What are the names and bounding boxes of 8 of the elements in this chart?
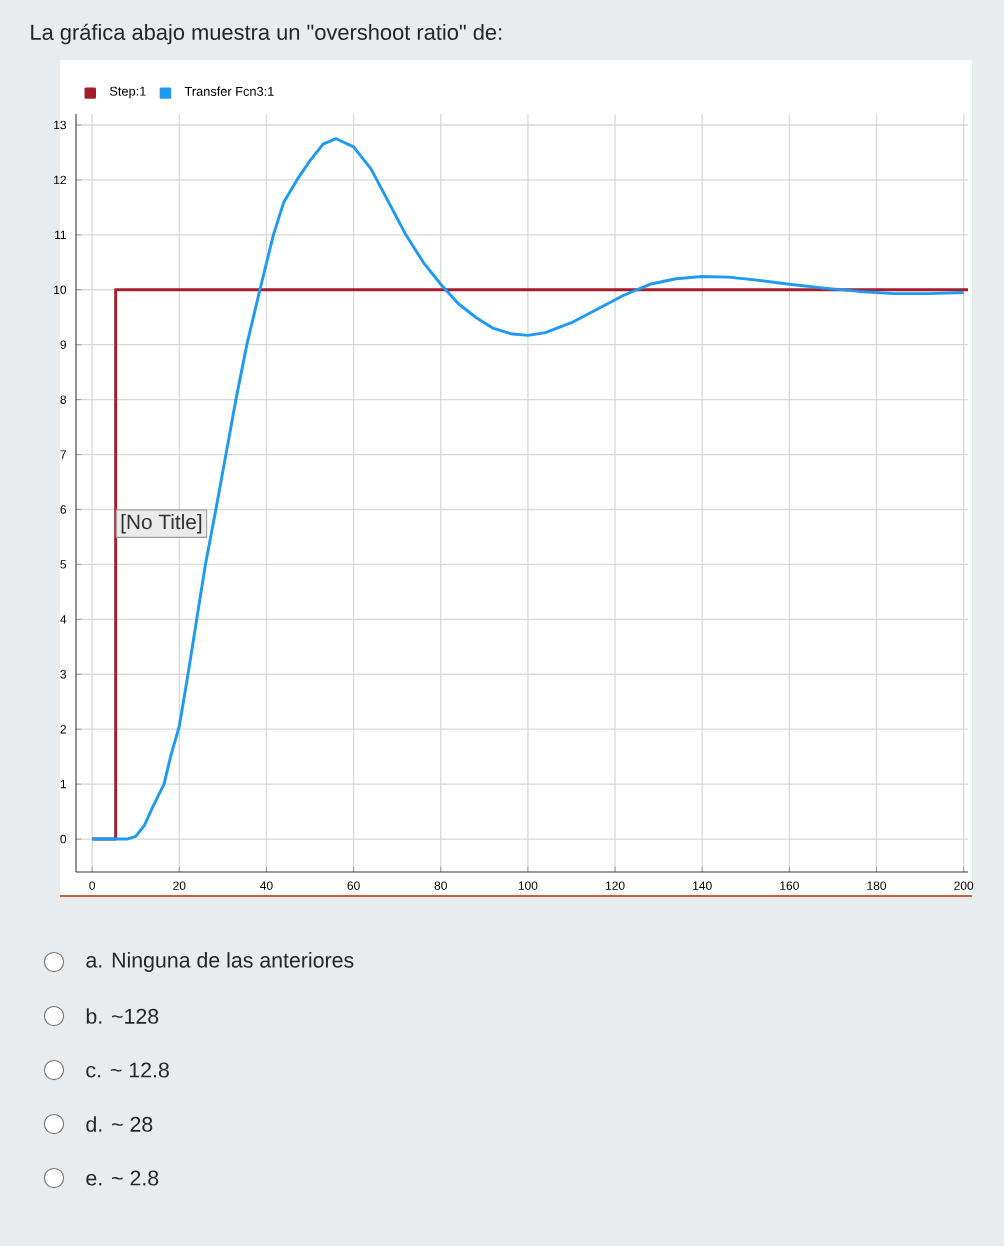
text: a. Ninguna de las anteriores xyxy=(86,952,354,972)
line-series xyxy=(90,137,966,841)
text: b. ~128 xyxy=(86,1008,159,1024)
text: d. ~ 28 xyxy=(86,1116,153,1132)
chart-title: La gráfica abajo muestra un "overshoot ratio" de: xyxy=(31,23,502,45)
text: e. ~ 2.8 xyxy=(86,1170,159,1186)
text: c. ~ 12.8 xyxy=(86,1062,169,1078)
annotation: [No Title] xyxy=(121,514,202,534)
